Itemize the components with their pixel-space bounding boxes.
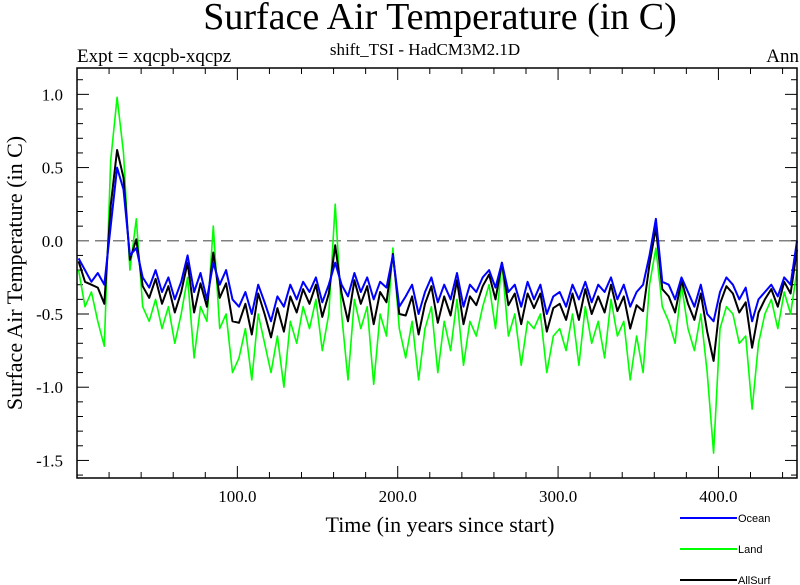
legend-label-land: Land	[738, 544, 762, 556]
y-axis-label: Surface Air Temperature (in C)	[2, 136, 27, 410]
x-tick-label: 100.0	[218, 487, 256, 506]
legend-label-allsurf: AllSurf	[738, 575, 771, 585]
y-tick-label: 0.5	[42, 159, 63, 178]
x-tick-label: 300.0	[539, 487, 577, 506]
series-line-ocean	[77, 166, 798, 323]
y-tick-label: -1.0	[36, 378, 63, 397]
chart-title: Surface Air Temperature (in C)	[203, 0, 677, 38]
experiment-label: Expt = xqcpb-xqcpz	[77, 46, 231, 67]
plot-frame	[76, 67, 798, 479]
legend-label-ocean: Ocean	[738, 513, 770, 525]
model-label: shift_TSI - HadCM3M2.1D	[330, 40, 520, 59]
series-lines	[77, 96, 798, 454]
y-tick-label: -0.5	[36, 305, 63, 324]
x-axis-label: Time (in years since start)	[326, 512, 555, 537]
x-tick-label: 400.0	[699, 487, 737, 506]
y-tick-label: 1.0	[42, 85, 63, 104]
tick-labels: 100.0 200.0 300.0 400.0 1.0 0.5 0.0 -0.5 -1.0 -1.…	[36, 85, 737, 506]
y-tick-label: 0.0	[42, 232, 63, 251]
axis-ticks	[77, 68, 797, 478]
legend: Ocean Land AllSurf	[680, 513, 771, 585]
series-line-land	[77, 96, 798, 454]
y-tick-label: -1.5	[36, 451, 63, 470]
season-label: Ann	[766, 46, 799, 67]
series-line-allsurf	[77, 149, 798, 362]
x-tick-label: 200.0	[379, 487, 417, 506]
